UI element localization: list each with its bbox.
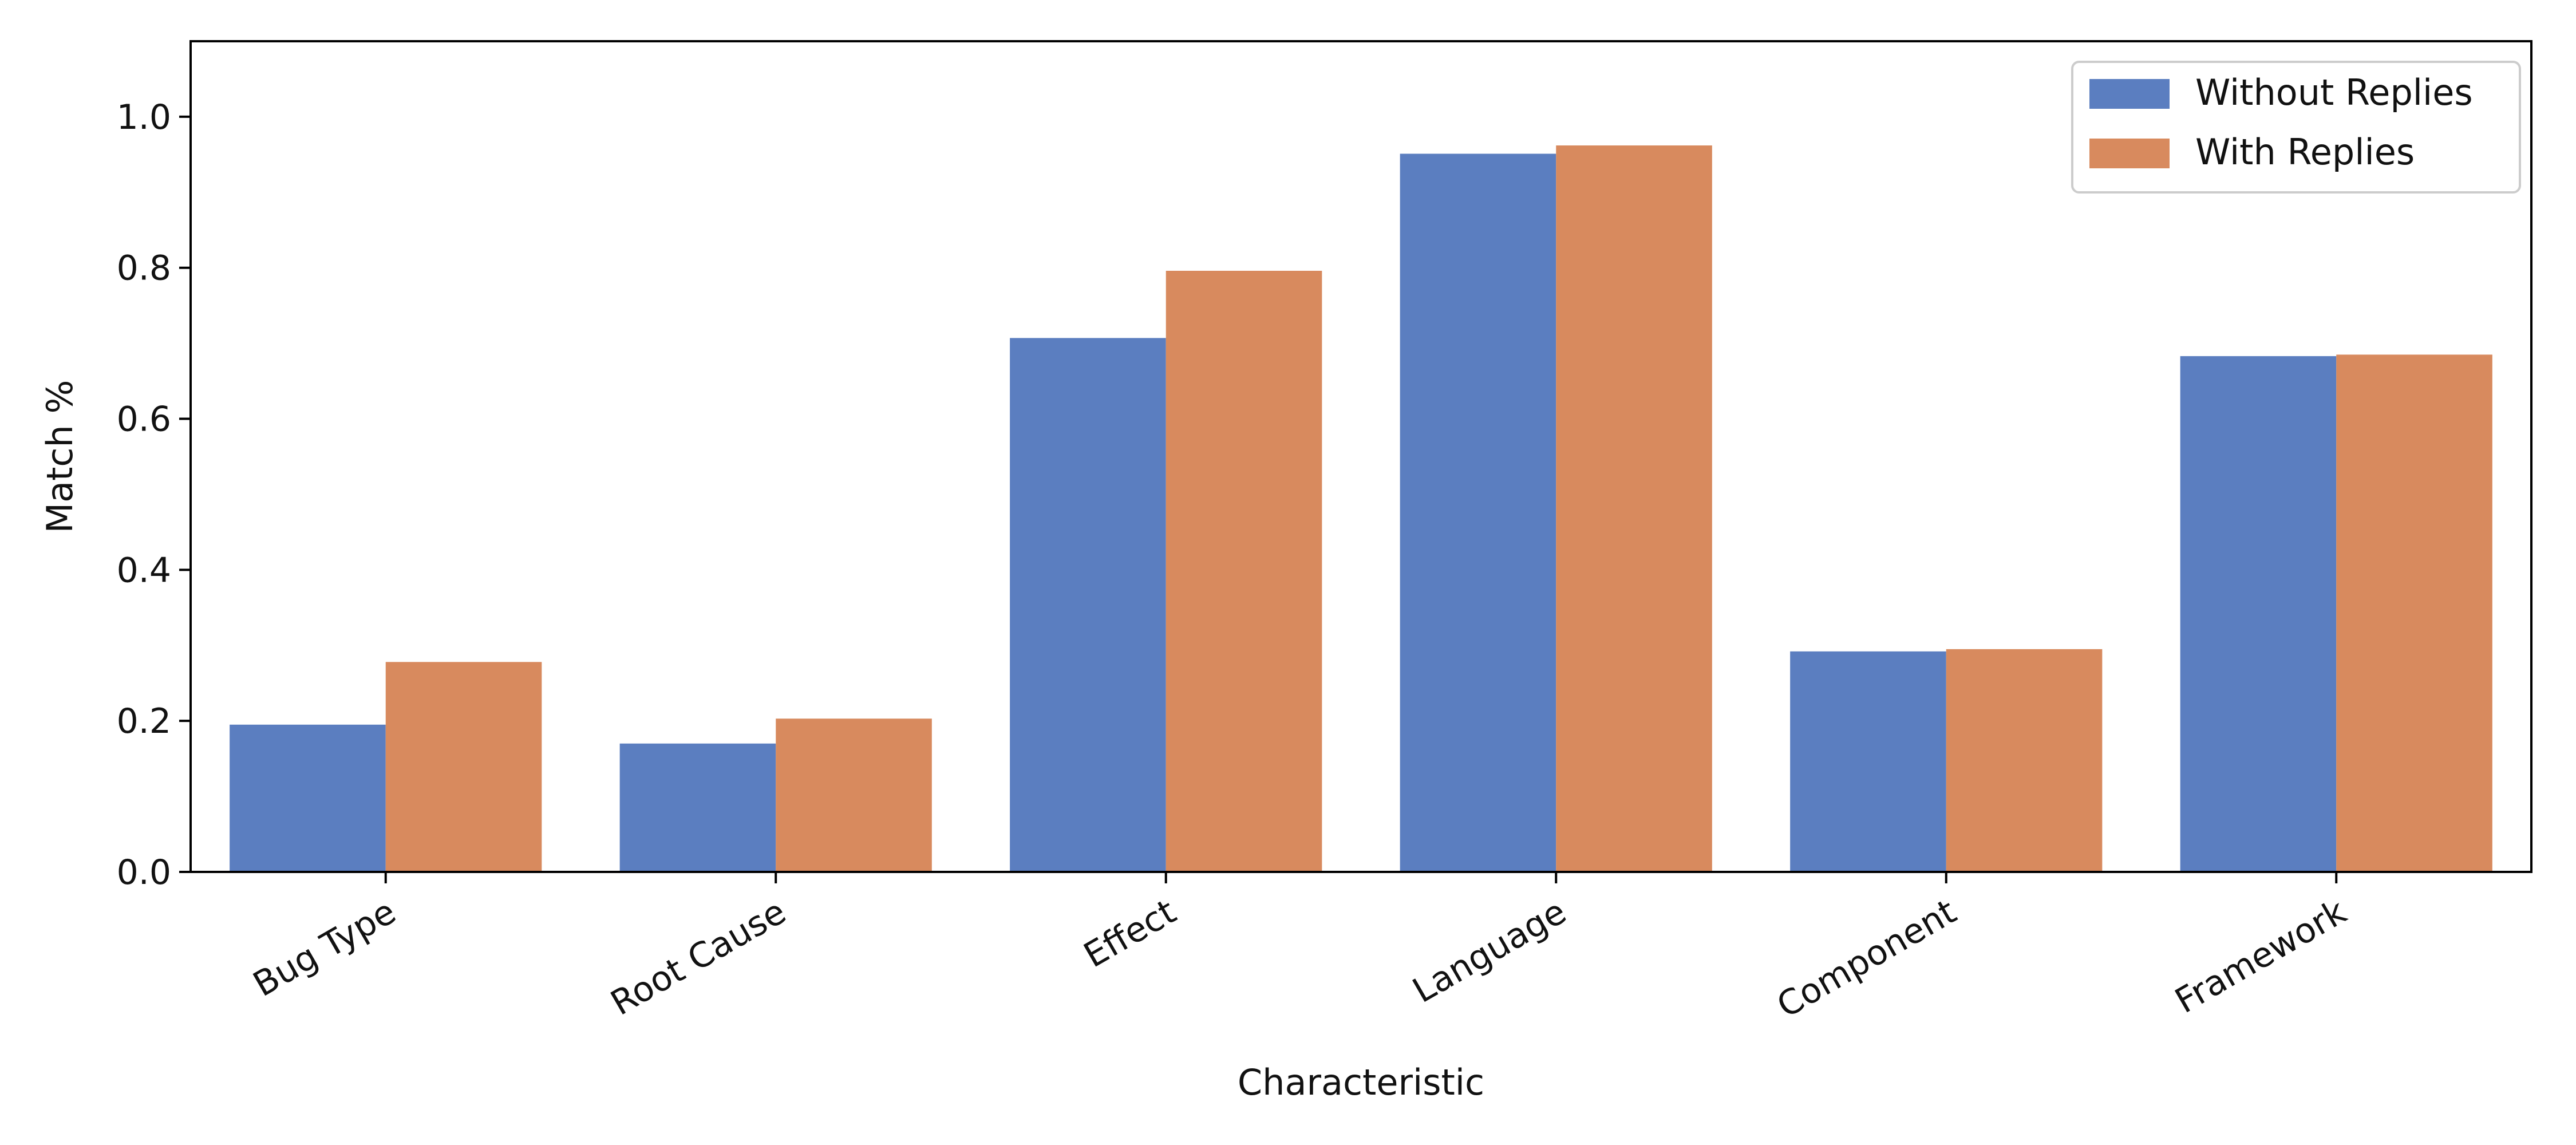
y-tick-label: 0.2	[117, 701, 171, 741]
legend: Without Replies With Replies	[2071, 61, 2521, 194]
x-axis-label: Characteristic	[1238, 1061, 1484, 1103]
bar-with-replies-5	[2336, 354, 2492, 872]
legend-swatch-with-replies	[2089, 139, 2170, 168]
bar-without-replies-0	[230, 724, 386, 872]
legend-label-with-replies: With Replies	[2195, 131, 2415, 173]
x-tick-label: Bug Type	[247, 891, 402, 1005]
x-tick-label: Framework	[2168, 891, 2353, 1021]
plot-frame	[189, 40, 2532, 873]
bar-with-replies-4	[1946, 649, 2103, 872]
y-tick-label: 1.0	[117, 97, 171, 137]
y-tick-label: 0.0	[117, 852, 171, 893]
bar-without-replies-5	[2180, 356, 2337, 872]
bar-with-replies-1	[776, 718, 932, 872]
bars-layer	[230, 145, 2492, 872]
y-tick-label: 0.6	[117, 400, 171, 440]
bar-without-replies-1	[619, 743, 776, 872]
y-axis-label: Match %	[39, 380, 81, 534]
bar-without-replies-4	[1790, 651, 1946, 872]
legend-label-without-replies: Without Replies	[2195, 72, 2473, 113]
bar-without-replies-2	[1010, 338, 1166, 872]
y-axis: 0.0 0.2 0.4 0.6 0.8 1.0	[117, 97, 191, 893]
y-tick-label: 0.8	[117, 248, 171, 289]
y-tick-label: 0.4	[117, 550, 171, 590]
x-tick-label: Root Cause	[604, 891, 792, 1024]
x-tick-label: Component	[1771, 891, 1963, 1026]
bar-without-replies-3	[1400, 153, 1556, 872]
bar-with-replies-3	[1556, 145, 1712, 872]
legend-swatch-without-replies	[2089, 79, 2170, 109]
bar-with-replies-2	[1165, 271, 1322, 872]
x-tick-label: Effect	[1077, 891, 1183, 976]
bar-with-replies-0	[385, 662, 542, 872]
legend-box	[2071, 61, 2521, 194]
x-tick-label: Language	[1406, 891, 1573, 1011]
x-axis: Bug Type Root Cause Effect Language Componen…	[247, 872, 2353, 1026]
